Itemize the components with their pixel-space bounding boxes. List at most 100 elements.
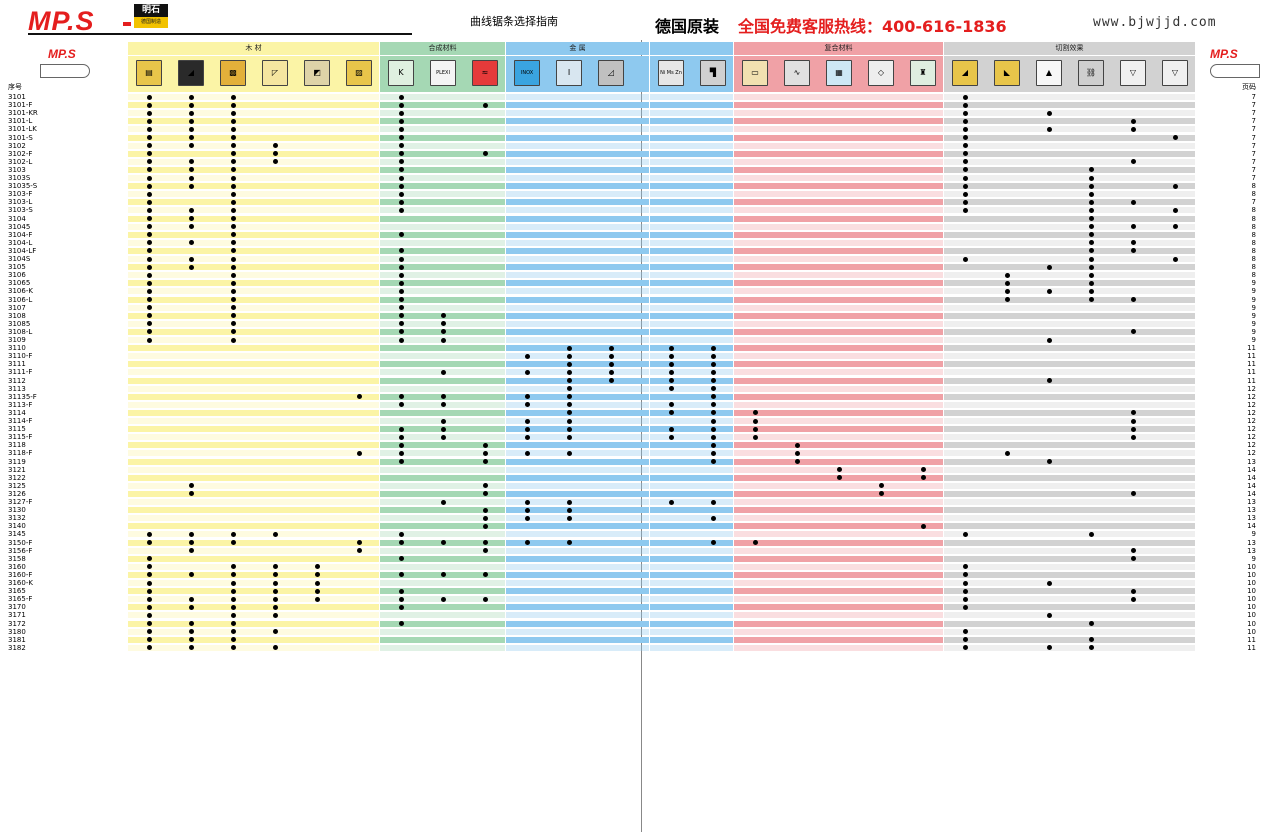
suitability-dot bbox=[189, 629, 194, 635]
suitability-dot bbox=[273, 588, 278, 594]
row-page-number: 9 bbox=[1251, 303, 1256, 312]
row-stripe bbox=[380, 118, 505, 125]
row-stripe bbox=[650, 231, 733, 238]
suitability-dot bbox=[147, 102, 152, 108]
suitability-dot bbox=[963, 256, 968, 262]
suitability-dot bbox=[147, 167, 152, 173]
suitability-dot bbox=[1131, 418, 1136, 424]
row-page-number: 8 bbox=[1251, 190, 1256, 199]
row-stripe bbox=[128, 588, 379, 595]
suitability-dot bbox=[921, 475, 926, 481]
suitability-dot bbox=[441, 572, 446, 578]
suitability-dot bbox=[147, 224, 152, 230]
row-page-number: 10 bbox=[1247, 562, 1256, 571]
row-stripe bbox=[506, 328, 649, 335]
suitability-dot bbox=[231, 329, 236, 335]
row-page-number: 13 bbox=[1247, 457, 1256, 466]
row-stripe-light bbox=[650, 175, 733, 181]
row-page-number: 8 bbox=[1251, 255, 1256, 263]
suitability-dot bbox=[963, 199, 968, 205]
row-stripe bbox=[944, 183, 1195, 190]
suitability-dot bbox=[483, 523, 488, 529]
row-stripe bbox=[506, 555, 649, 562]
suitability-dot bbox=[1089, 175, 1094, 181]
row-stripe bbox=[380, 345, 505, 352]
suitability-dot bbox=[669, 402, 674, 408]
row-model-label: 3145 bbox=[8, 530, 26, 539]
wood-nails-icon: ▨ bbox=[346, 60, 372, 86]
suitability-dot bbox=[441, 434, 446, 440]
row-model-label: 3165-F bbox=[8, 595, 33, 604]
row-stripe bbox=[380, 231, 505, 238]
row-page-number: 7 bbox=[1251, 101, 1256, 110]
row-stripe-light bbox=[650, 434, 733, 441]
row-page-number: 8 bbox=[1251, 263, 1256, 272]
suitability-dot bbox=[231, 288, 236, 294]
suitability-dot bbox=[231, 645, 236, 651]
row-stripe bbox=[128, 539, 379, 546]
suitability-dot bbox=[441, 540, 446, 545]
suitability-dot bbox=[441, 418, 446, 424]
row-stripe-light bbox=[734, 94, 943, 100]
row-stripe bbox=[506, 474, 649, 481]
suitability-dot bbox=[567, 507, 572, 513]
suitability-dot bbox=[231, 232, 236, 238]
suitability-dot bbox=[567, 450, 572, 456]
suitability-dot bbox=[525, 394, 530, 400]
row-stripe-light bbox=[506, 191, 649, 198]
suitability-dot bbox=[189, 94, 194, 100]
row-page-number: 8 bbox=[1251, 182, 1256, 191]
row-stripe bbox=[128, 345, 379, 352]
suitability-dot bbox=[753, 426, 758, 432]
mps-logo: MP.S bbox=[28, 6, 95, 36]
suitability-dot bbox=[357, 394, 362, 400]
row-model-label: 3112 bbox=[8, 376, 26, 385]
row-page-number: 12 bbox=[1247, 400, 1256, 409]
row-page-number: 10 bbox=[1247, 619, 1256, 628]
suitability-dot bbox=[399, 305, 404, 311]
row-page-number: 10 bbox=[1247, 603, 1256, 612]
row-stripe bbox=[128, 523, 379, 530]
row-stripe-light bbox=[734, 515, 943, 522]
row-stripe-light bbox=[128, 256, 379, 262]
suitability-dot bbox=[669, 426, 674, 432]
suitability-dot bbox=[147, 288, 152, 294]
row-stripe-light bbox=[128, 499, 379, 505]
suitability-dot bbox=[189, 110, 194, 116]
suitability-dot bbox=[1173, 207, 1178, 213]
row-stripe bbox=[734, 458, 943, 465]
suitability-dot bbox=[483, 491, 488, 497]
suitability-dot bbox=[1047, 378, 1052, 383]
row-stripe bbox=[128, 118, 379, 125]
row-model-label: 3121 bbox=[8, 465, 26, 474]
row-stripe-light bbox=[506, 94, 649, 100]
suitability-dot bbox=[231, 629, 236, 635]
row-stripe-light bbox=[944, 158, 1195, 165]
row-stripe bbox=[128, 426, 379, 433]
suitability-dot bbox=[1131, 297, 1136, 302]
suitability-dot bbox=[963, 110, 968, 116]
row-stripe-light bbox=[380, 239, 505, 246]
row-stripe bbox=[380, 280, 505, 287]
row-stripe bbox=[650, 539, 733, 546]
row-stripe bbox=[944, 296, 1195, 303]
suitability-dot bbox=[231, 143, 236, 149]
suitability-dot bbox=[483, 450, 488, 456]
row-stripe-light bbox=[944, 94, 1195, 100]
suitability-dot bbox=[1089, 256, 1094, 262]
suitability-dot bbox=[1047, 110, 1052, 116]
row-model-label: 3118 bbox=[8, 441, 26, 450]
suitability-dot bbox=[399, 426, 404, 432]
row-stripe-light bbox=[506, 401, 649, 408]
row-stripe bbox=[380, 620, 505, 627]
row-stripe-light bbox=[650, 239, 733, 246]
clean-cut-icon: ◣ bbox=[994, 60, 1020, 86]
suitability-dot bbox=[1131, 224, 1136, 230]
suitability-dot bbox=[567, 386, 572, 392]
row-model-label: 31085 bbox=[8, 319, 31, 328]
suitability-dot bbox=[189, 491, 194, 497]
suitability-dot bbox=[669, 361, 674, 367]
suitability-dot bbox=[567, 499, 572, 505]
row-stripe bbox=[128, 555, 379, 562]
row-stripe-light bbox=[380, 353, 505, 360]
